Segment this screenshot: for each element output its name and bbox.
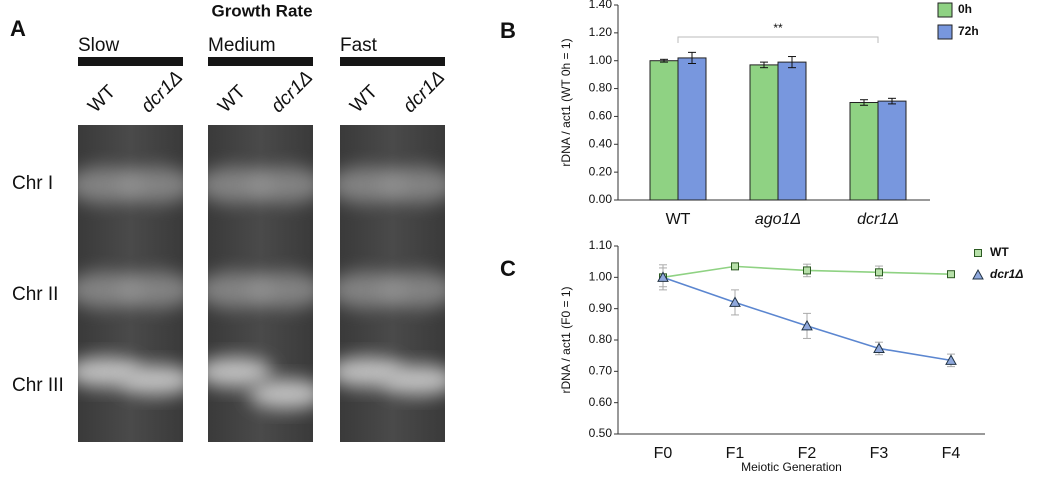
gel-band <box>119 272 183 308</box>
marker <box>873 342 885 353</box>
gel-bands <box>78 167 183 395</box>
gel-band <box>381 272 445 308</box>
marker <box>875 268 883 277</box>
gel-band <box>381 365 445 395</box>
gel: Slow WT dcr1Δ Medium WT dcr1Δ Fast WT dcr1Δ Chr I… <box>12 35 449 442</box>
y-tick-label: 1.00 <box>589 53 613 67</box>
y-tick-label: 0.20 <box>589 164 613 178</box>
row-label: Chr III <box>12 375 64 396</box>
gel-band <box>381 167 445 203</box>
y-tick-label: 0.80 <box>589 81 613 95</box>
y-tick-label: 0.70 <box>589 364 613 378</box>
gel-band <box>119 365 183 395</box>
marker <box>947 270 955 279</box>
significance-bracket <box>677 36 879 43</box>
group-bar <box>208 57 313 66</box>
y-tick-label: 0.60 <box>589 109 613 123</box>
x-tick-label: dcr1Δ <box>857 211 899 228</box>
bar <box>777 61 807 201</box>
y-tick-label: 1.00 <box>589 270 613 284</box>
bar <box>849 102 879 201</box>
y-tick-label: 0.90 <box>589 301 613 315</box>
lane-label: WT <box>214 81 250 117</box>
group-bar <box>78 57 183 66</box>
bar <box>877 100 907 201</box>
marker <box>729 296 741 307</box>
panel-label: A <box>10 16 26 41</box>
lane-label: WT <box>84 81 120 117</box>
row-label: Chr I <box>12 173 53 194</box>
bar <box>649 60 679 201</box>
panel-label: B <box>500 18 516 43</box>
gel-band <box>249 272 313 308</box>
x-tick-label: F1 <box>726 445 745 462</box>
marker <box>945 354 957 365</box>
legend-swatch <box>937 2 953 18</box>
legend-marker <box>974 249 982 257</box>
y-tick-label: 0.00 <box>589 192 613 206</box>
y-axis-label: rDNA / act1 (WT 0h = 1) <box>559 38 573 166</box>
row-label: Chr II <box>12 284 58 305</box>
gel-band <box>249 167 313 203</box>
gel-bands <box>208 167 313 409</box>
x-tick-label: F0 <box>654 445 673 462</box>
lane-label: WT <box>346 81 382 117</box>
y-tick-label: 1.20 <box>589 25 613 39</box>
panel-label: C <box>500 256 516 281</box>
legend-label: 0h <box>958 2 972 16</box>
y-tick-label: 0.80 <box>589 332 613 346</box>
x-tick-label: F3 <box>870 445 889 462</box>
marker <box>803 266 811 275</box>
group-label: Fast <box>340 35 378 56</box>
legend-marker <box>972 268 984 280</box>
x-tick-label: F4 <box>942 445 961 462</box>
gel-band <box>119 167 183 203</box>
gel-band <box>208 357 272 387</box>
y-tick-label: 0.40 <box>589 136 613 150</box>
group-bar <box>340 57 445 66</box>
x-tick-label: ago1Δ <box>755 211 801 228</box>
group-label: Slow <box>78 35 119 56</box>
x-tick-label: F2 <box>798 445 817 462</box>
y-tick-label: 1.10 <box>589 238 613 252</box>
bar <box>677 57 707 201</box>
legend-label: dcr1Δ <box>990 267 1023 281</box>
y-tick-label: 0.50 <box>589 426 613 440</box>
lane-label: dcr1Δ <box>399 67 449 117</box>
marker <box>801 319 813 331</box>
legend-label: WT <box>990 245 1009 259</box>
annotation: ** <box>773 21 783 35</box>
gel-title: Growth Rate <box>211 1 312 20</box>
group-label: Medium <box>208 35 276 56</box>
y-tick-label: 0.60 <box>589 395 613 409</box>
y-axis-label: rDNA / act1 (F0 = 1) <box>559 286 573 393</box>
legend-label: 72h <box>958 24 979 38</box>
gel-bands <box>340 167 445 395</box>
x-tick-label: WT <box>666 211 691 228</box>
marker <box>657 271 669 282</box>
legend-swatch <box>937 24 953 40</box>
lane-label: dcr1Δ <box>137 67 187 117</box>
y-tick-label: 1.40 <box>589 0 613 11</box>
bar <box>749 64 779 201</box>
marker <box>731 262 739 271</box>
x-axis-label: Meiotic Generation <box>741 460 842 474</box>
gel-band <box>249 379 313 409</box>
lane-label: dcr1Δ <box>267 67 317 117</box>
